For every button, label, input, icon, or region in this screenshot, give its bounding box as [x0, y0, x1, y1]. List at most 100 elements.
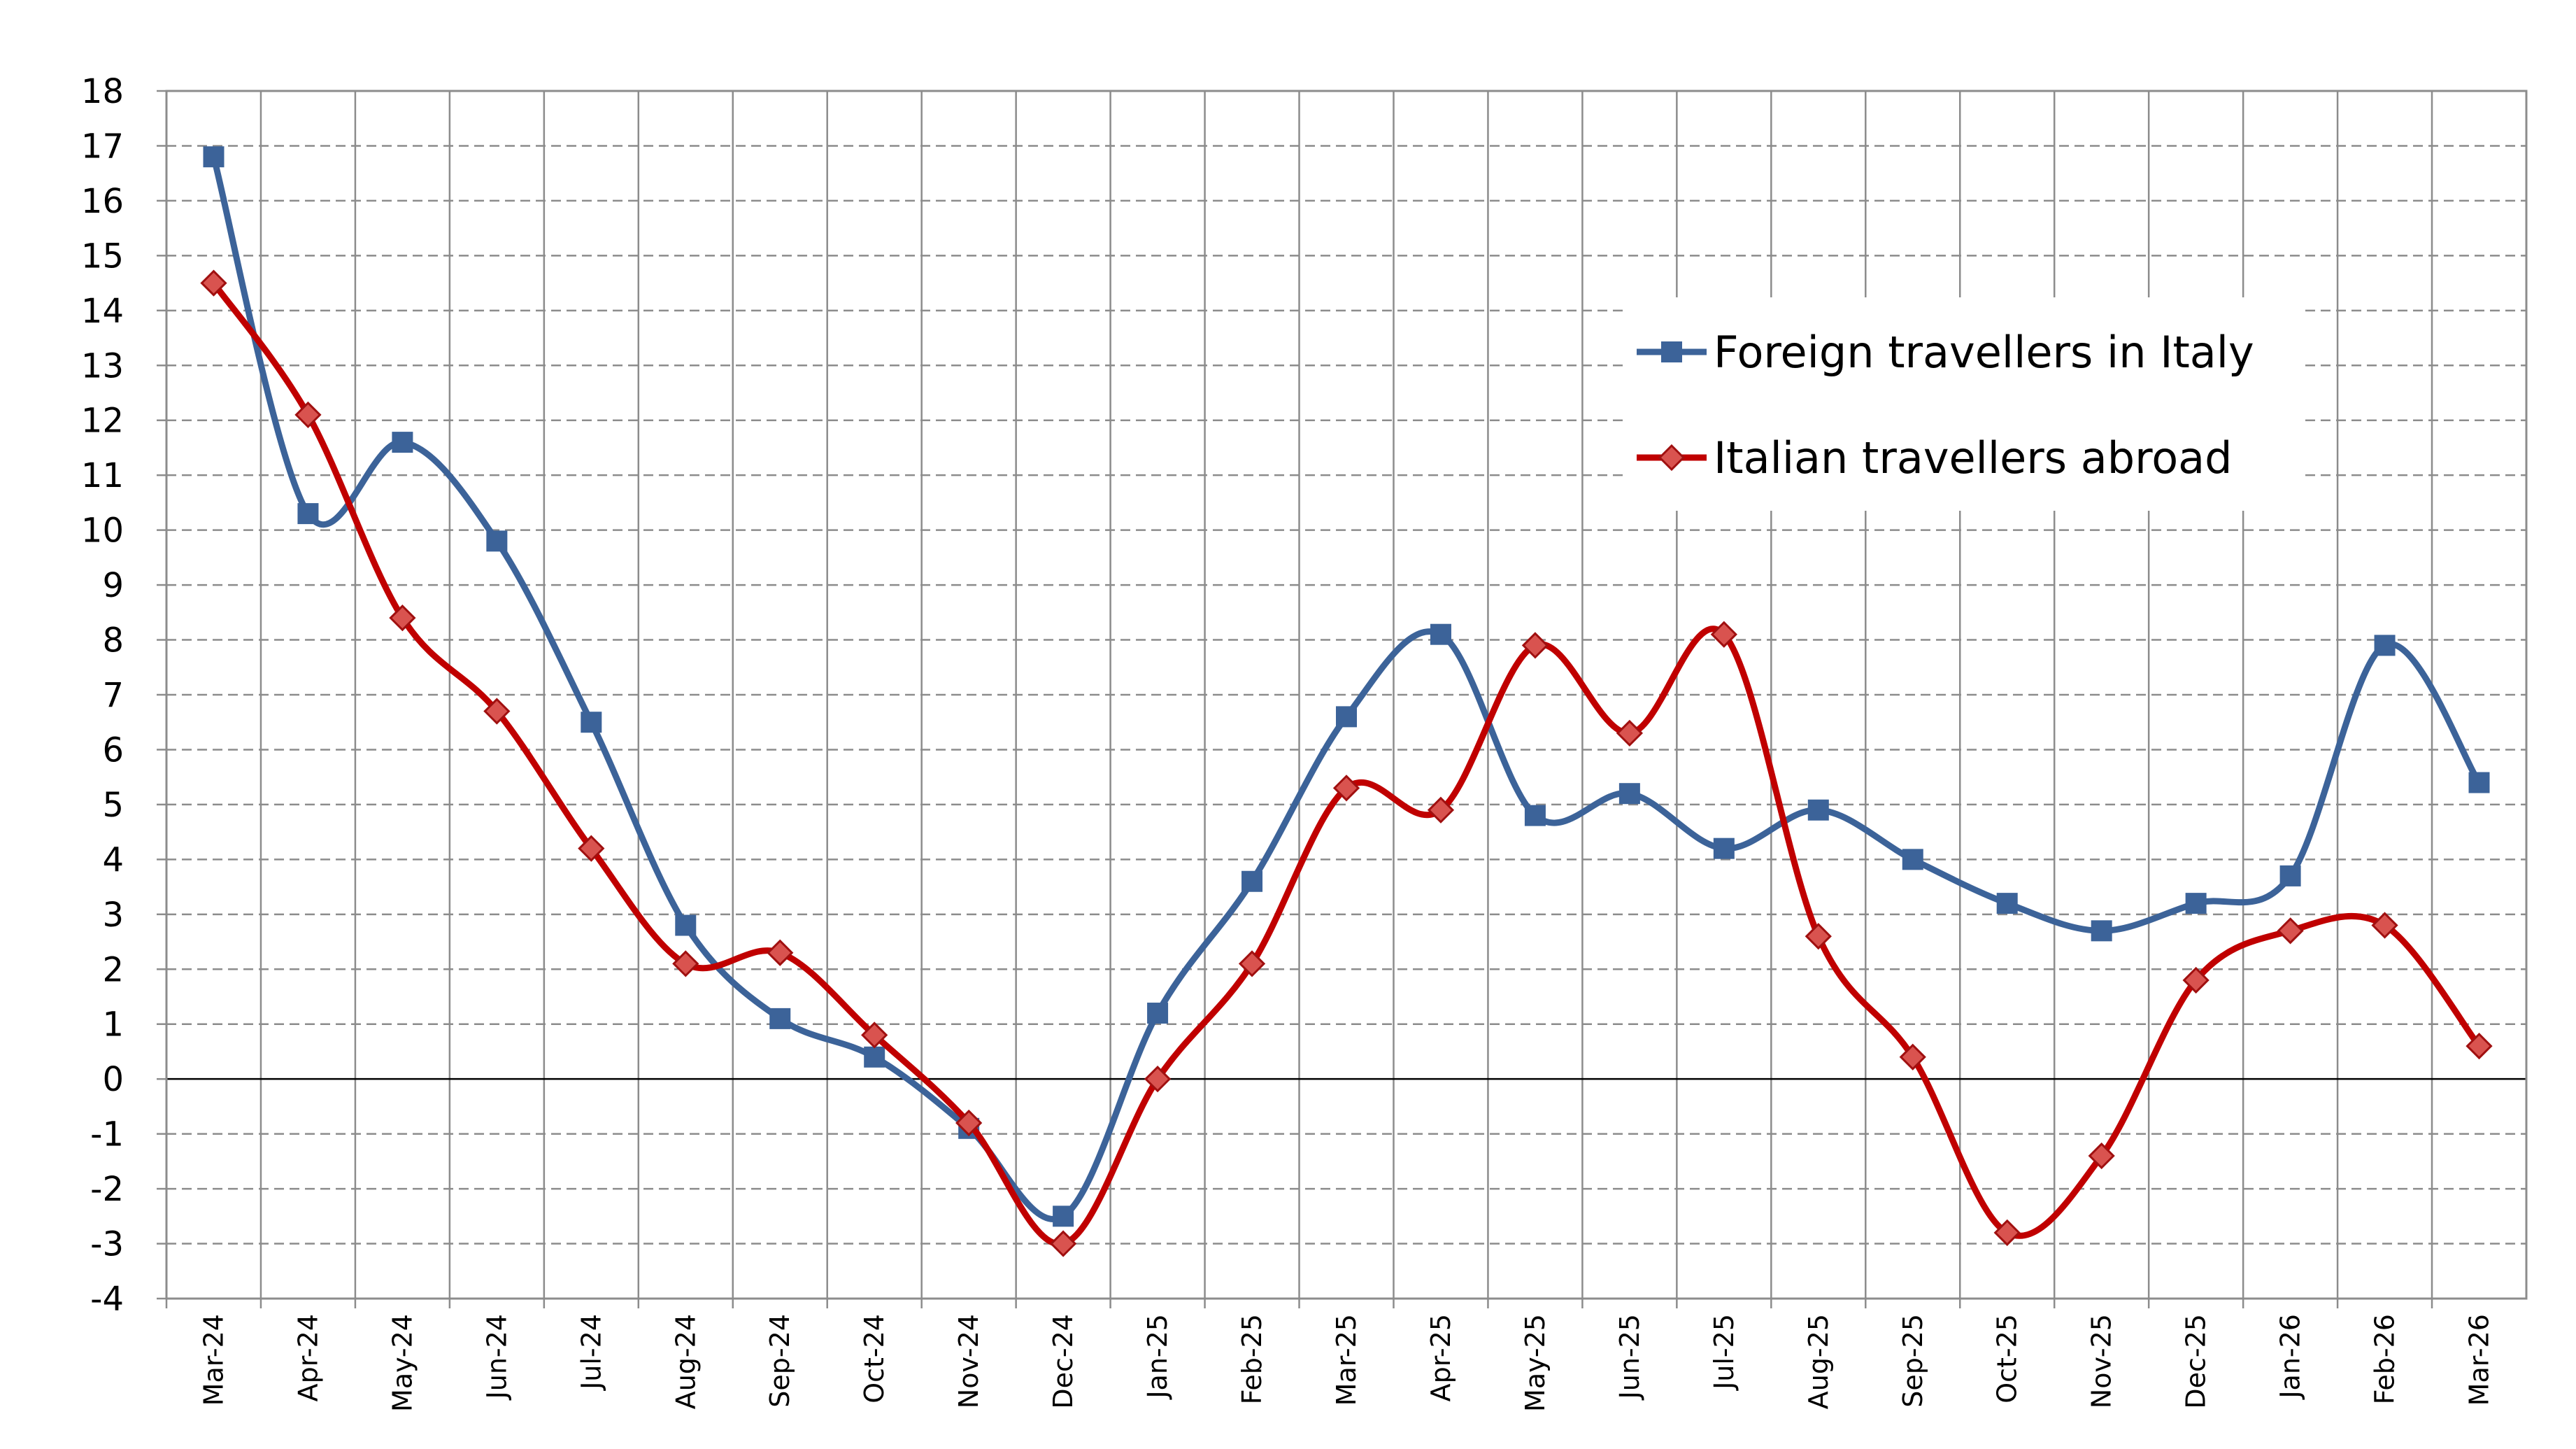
y-tick-label: 17	[81, 127, 124, 166]
marker	[2185, 893, 2207, 914]
x-tick-label: Aug-24	[670, 1314, 701, 1409]
x-tick-label: Sep-24	[764, 1314, 795, 1408]
y-tick-label: -3	[90, 1225, 124, 1264]
marker	[1993, 1219, 2021, 1246]
x-tick-label: May-25	[1520, 1314, 1551, 1412]
y-tick-label: 15	[81, 236, 124, 276]
x-tick-label: Jul-24	[576, 1314, 606, 1391]
marker	[1618, 783, 1640, 805]
marker	[955, 1109, 983, 1137]
x-tick-label: Mar-25	[1331, 1314, 1362, 1406]
marker	[1899, 1043, 1926, 1070]
x-tick-label: Mar-26	[2464, 1314, 2495, 1406]
y-tick-label: 0	[102, 1060, 124, 1099]
marker	[392, 432, 413, 453]
marker	[675, 914, 697, 936]
x-tick-label: Jan-25	[1142, 1314, 1173, 1400]
y-tick-label: 13	[81, 346, 124, 386]
marker	[1144, 1066, 1172, 1093]
x-tick-label: Apr-25	[1425, 1314, 1456, 1401]
marker	[1521, 632, 1549, 659]
y-tick-label: 2	[102, 950, 124, 989]
marker	[486, 530, 508, 552]
marker	[1430, 623, 1451, 645]
marker	[1805, 923, 1832, 950]
x-tick-label: Dec-24	[1048, 1314, 1079, 1409]
marker	[767, 939, 794, 966]
marker	[578, 835, 605, 862]
marker	[1996, 893, 2018, 914]
marker	[1902, 849, 1923, 870]
marker	[581, 712, 602, 733]
y-tick-label: 9	[102, 566, 124, 605]
x-tick-label: Jun-25	[1614, 1314, 1645, 1400]
y-tick-label: 8	[102, 621, 124, 660]
marker	[861, 1022, 888, 1049]
legend-box	[1626, 297, 2305, 511]
y-tick-label: -1	[90, 1115, 124, 1154]
marker	[1524, 805, 1546, 826]
marker	[297, 503, 319, 525]
marker	[1713, 837, 1735, 859]
marker	[1053, 1206, 1074, 1227]
y-tick-label: 7	[102, 676, 124, 715]
x-tick-label: Jun-24	[481, 1314, 512, 1400]
legend-marker	[1658, 444, 1686, 472]
x-tick-label: Jan-26	[2275, 1314, 2306, 1400]
y-tick-label: -2	[90, 1170, 124, 1209]
marker	[1147, 1003, 1169, 1024]
marker	[2468, 772, 2490, 793]
y-tick-label: 10	[81, 511, 124, 551]
x-tick-label: Nov-24	[953, 1314, 984, 1408]
y-tick-label: 16	[81, 182, 124, 221]
x-tick-label: Oct-24	[859, 1314, 890, 1404]
x-tick-label: Oct-25	[1992, 1314, 2023, 1404]
marker	[2277, 917, 2304, 945]
marker	[1807, 799, 1829, 821]
x-tick-label: Feb-26	[2370, 1314, 2400, 1404]
y-tick-label: 5	[102, 786, 124, 825]
y-tick-label: 4	[102, 840, 124, 879]
y-tick-label: 11	[81, 456, 124, 495]
marker	[2371, 912, 2398, 939]
marker	[1336, 706, 1357, 728]
y-tick-label: 6	[102, 730, 124, 770]
y-tick-label: -4	[90, 1280, 124, 1319]
marker	[2088, 1142, 2115, 1170]
marker	[1238, 950, 1266, 977]
marker	[1616, 719, 1644, 747]
x-tick-label: Dec-25	[2181, 1314, 2212, 1409]
x-tick-label: Jul-25	[1709, 1314, 1739, 1391]
plot-border	[165, 90, 2528, 1300]
legend-marker	[1661, 341, 1682, 362]
marker	[2182, 966, 2209, 994]
marker	[1427, 796, 1455, 824]
marker	[1332, 775, 1360, 802]
x-tick-label: Aug-25	[1803, 1314, 1834, 1409]
legend-label: Italian travellers abroad	[1714, 432, 2233, 483]
marker	[294, 401, 322, 429]
y-tick-label: 18	[81, 72, 124, 111]
x-tick-label: May-24	[387, 1314, 418, 1412]
marker	[2465, 1032, 2493, 1060]
marker	[200, 269, 227, 297]
marker	[203, 146, 225, 168]
x-tick-label: Apr-24	[292, 1314, 323, 1401]
marker	[1241, 870, 1263, 892]
marker	[769, 1008, 791, 1029]
x-tick-label: Mar-24	[198, 1314, 229, 1406]
legend-label: Foreign travellers in Italy	[1714, 327, 2254, 378]
marker	[1049, 1230, 1077, 1257]
x-tick-label: Feb-25	[1237, 1314, 1267, 1404]
y-tick-label: 12	[81, 402, 124, 441]
marker	[672, 950, 699, 977]
marker	[483, 698, 511, 725]
y-tick-label: 14	[81, 292, 124, 331]
x-tick-label: Sep-25	[1898, 1314, 1928, 1408]
marker	[1710, 621, 1737, 648]
marker	[2374, 635, 2396, 656]
x-tick-label: Nov-25	[2086, 1314, 2117, 1408]
y-tick-label: 3	[102, 896, 124, 935]
